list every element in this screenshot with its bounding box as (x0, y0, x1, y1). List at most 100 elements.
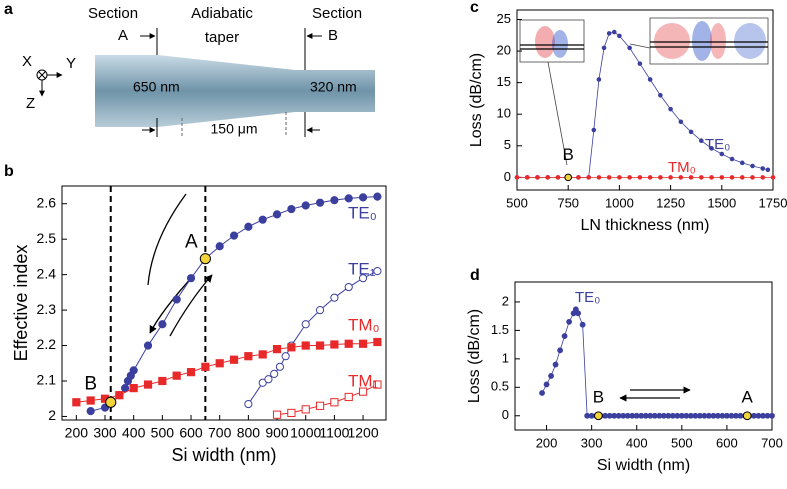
x-tick-label: 300 (93, 425, 117, 441)
data-point (272, 344, 282, 354)
y-tick-label: 2 (502, 293, 509, 308)
data-point (344, 194, 353, 203)
data-point (760, 166, 766, 171)
point-label: A (185, 232, 198, 253)
data-point (301, 320, 310, 329)
y-tick-label: 1 (502, 350, 509, 365)
data-point (575, 310, 582, 317)
data-point (186, 274, 196, 283)
data-point (330, 293, 339, 302)
highlight-point (742, 411, 752, 421)
data-point (658, 175, 663, 180)
data-point (750, 175, 755, 180)
series-line (76, 341, 378, 403)
x-tick-label: 700 (208, 425, 232, 441)
data-point (373, 192, 382, 201)
y-axis-label: Loss (dB/cm) (466, 309, 483, 403)
data-point (555, 175, 561, 180)
data-point (258, 215, 267, 224)
y-tick-label: 2.1 (37, 372, 57, 388)
data-point (229, 355, 239, 364)
arrow (169, 274, 213, 337)
data-point (172, 371, 181, 380)
data-point (344, 339, 353, 348)
x-tick-label: 200 (65, 425, 89, 441)
label: Section (312, 5, 362, 22)
y-tick-label: 2.4 (37, 265, 57, 281)
data-point (611, 29, 617, 35)
data-point (215, 242, 224, 251)
data-point (244, 222, 253, 231)
data-point (115, 391, 124, 400)
x-tick-label: 700 (761, 435, 783, 450)
data-point (258, 350, 267, 359)
data-point (576, 175, 581, 180)
data-point (688, 175, 694, 180)
x-tick-label: 1500 (707, 195, 736, 210)
axis-name: Z (26, 95, 35, 112)
arrow (149, 274, 195, 334)
x-axis-label: LN thickness (nm) (581, 217, 710, 234)
data-point (739, 160, 745, 166)
data-point (72, 398, 81, 407)
data-point (344, 282, 353, 292)
data-point (143, 341, 153, 350)
data-point (301, 201, 310, 210)
y-tick-label: 0.5 (491, 379, 509, 394)
highlight-point (199, 253, 211, 265)
data-point (229, 231, 239, 240)
data-point (272, 210, 282, 219)
x-tick-label: 1200 (347, 425, 378, 441)
data-point (545, 175, 551, 180)
data-point (524, 175, 530, 180)
data-point (186, 368, 196, 377)
y-tick-label: 15 (497, 74, 511, 89)
x-tick-label: 1250 (656, 195, 685, 210)
series-label: TM₀ (668, 159, 696, 176)
data-point (709, 175, 714, 180)
series-line (541, 308, 772, 417)
y-tick-label: 25 (497, 11, 511, 26)
x-tick-label: 800 (237, 425, 261, 441)
panel-letter: a (4, 1, 13, 18)
data-point (301, 341, 310, 350)
data-point (750, 163, 755, 169)
data-point (287, 204, 296, 214)
data-point (270, 369, 279, 379)
data-point (315, 198, 325, 207)
data-point (315, 305, 325, 315)
data-point (765, 167, 771, 173)
data-point (330, 398, 339, 407)
y-tick-label: 2.2 (37, 336, 57, 352)
data-point (172, 295, 181, 304)
data-point (617, 33, 622, 39)
data-point (637, 175, 643, 180)
axis-name: X (22, 53, 32, 70)
data-point (120, 383, 130, 393)
inset (629, 17, 769, 65)
data-point (658, 92, 663, 98)
data-point (668, 106, 673, 112)
data-point (617, 175, 622, 180)
data-point (678, 119, 684, 125)
data-point (719, 175, 725, 180)
label: Section (88, 5, 138, 22)
data-point (129, 383, 138, 393)
data-point (158, 320, 167, 329)
y-axis-label: Effective index (11, 245, 31, 362)
data-point (739, 175, 745, 180)
data-point (770, 175, 776, 180)
data-point (709, 146, 714, 151)
data-point (699, 138, 704, 144)
data-point (301, 405, 310, 414)
data-point (258, 378, 267, 387)
arrow-helper (148, 194, 186, 285)
series-line (90, 196, 378, 412)
x-tick-label: 1000 (605, 195, 634, 210)
data-point (86, 396, 95, 405)
point-label: A (742, 387, 754, 406)
series-label: TE₀ (575, 289, 600, 306)
data-point (579, 321, 586, 328)
series-label: TE₁ (348, 259, 376, 278)
